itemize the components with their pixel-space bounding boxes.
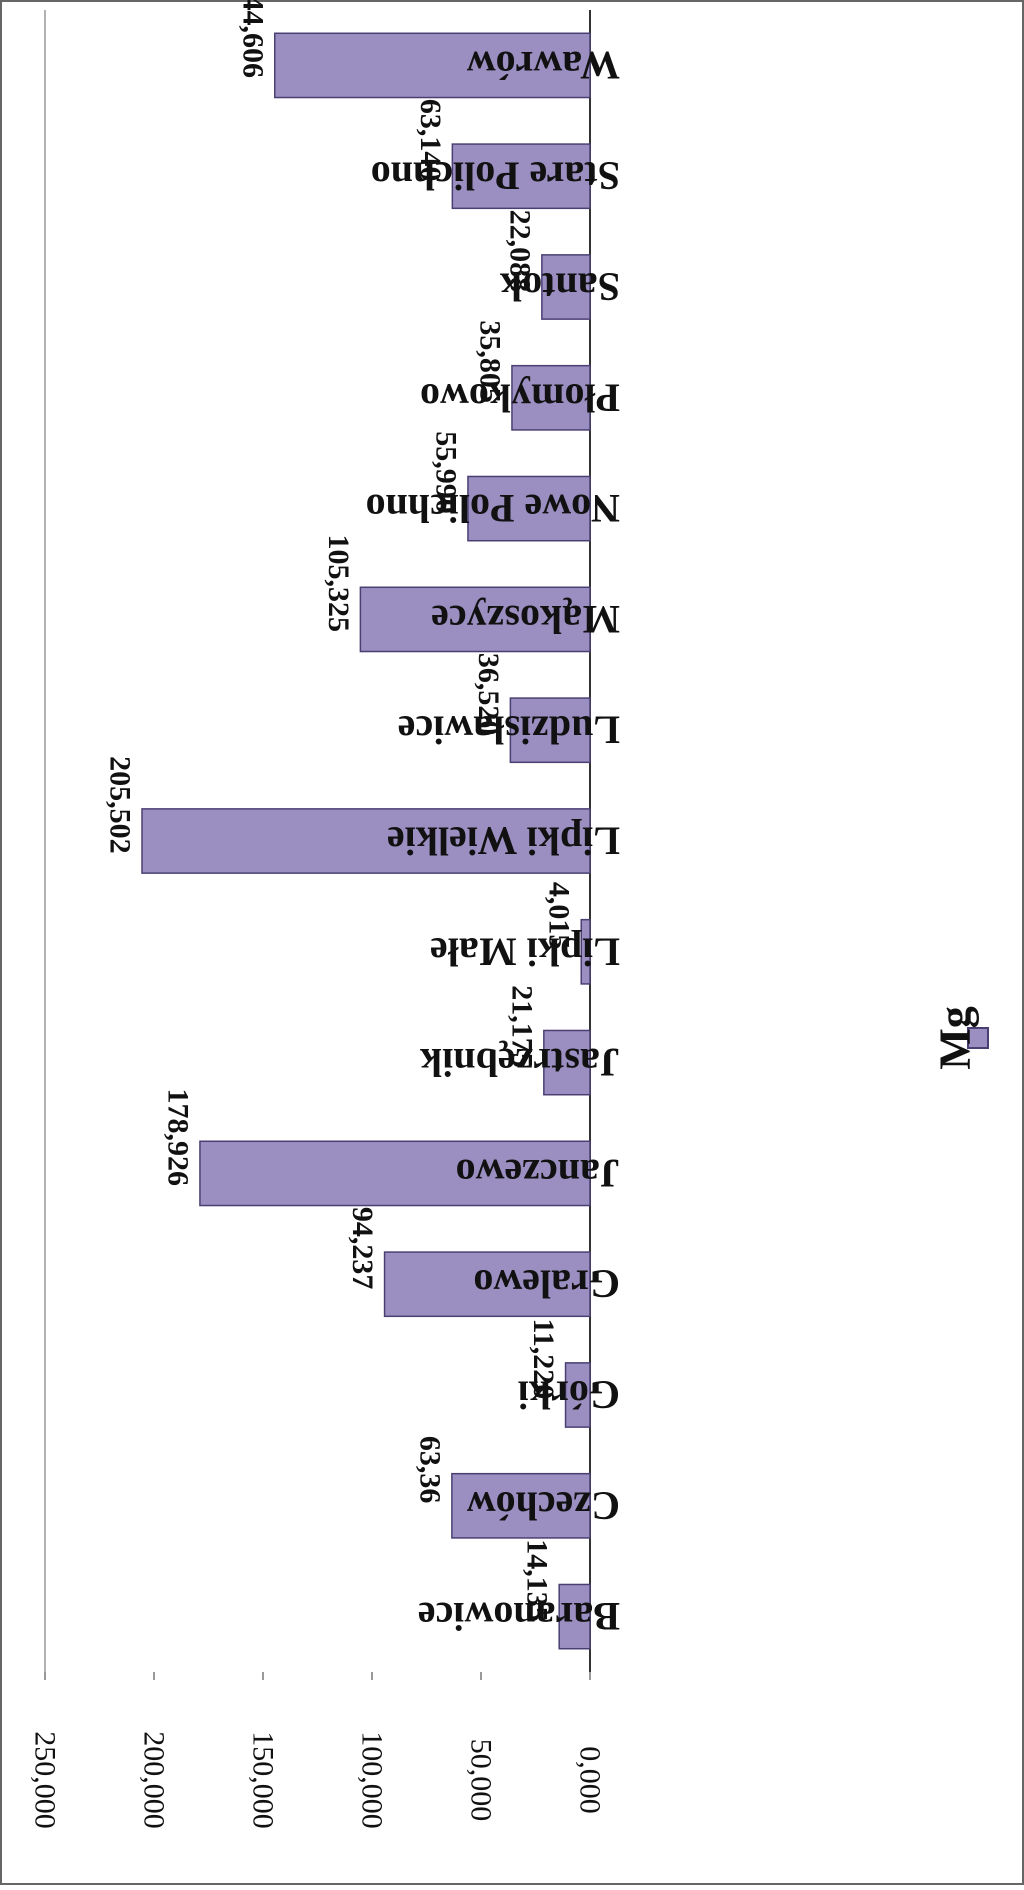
y-tick-label: 0,000 — [574, 1746, 607, 1814]
y-tick-label: 100,000 — [356, 1731, 389, 1829]
value-label: 21,175 — [505, 985, 538, 1068]
bar — [467, 475, 591, 542]
bar — [451, 1472, 591, 1539]
category-label: Wawrów — [467, 43, 620, 88]
value-label: 178,926 — [161, 1089, 194, 1187]
bar — [274, 32, 591, 99]
value-label: 55,990 — [429, 431, 462, 514]
bar — [580, 918, 591, 985]
bar — [558, 1583, 591, 1650]
bar — [564, 1362, 591, 1428]
bar — [141, 808, 591, 874]
bar — [383, 1251, 591, 1318]
value-label: 4,015 — [543, 882, 576, 950]
category-label: Stare Polichno — [371, 154, 620, 199]
value-label: 144,606 — [236, 0, 269, 78]
category-label: Płomykowo — [420, 375, 620, 420]
value-label: 11,220 — [527, 1318, 560, 1399]
category-label: Gralewo — [473, 1262, 620, 1307]
category-label: Nowe Polichno — [366, 486, 620, 531]
y-tick-label: 50,000 — [465, 1739, 498, 1822]
y-tick-label: 150,000 — [247, 1731, 280, 1829]
plot-area: 0,000 50,000 100,000 150,000 200,000 250,000 1… — [29, 0, 621, 1829]
category-label: Ludzisławice — [398, 708, 620, 753]
category-label: Czechów — [467, 1483, 620, 1528]
value-label: 94,237 — [346, 1207, 379, 1290]
legend: Mg — [931, 1006, 989, 1070]
bar — [511, 364, 591, 431]
bar — [359, 586, 591, 653]
value-label: 22,088 — [503, 210, 536, 292]
value-label: 36,520 — [472, 653, 505, 736]
legend-label: Mg — [931, 1006, 980, 1070]
value-label: 105,325 — [322, 535, 355, 633]
category-label: Mąkoszyce — [431, 597, 620, 642]
bar — [541, 254, 591, 320]
value-label: 205,502 — [104, 756, 137, 854]
category-label: Santok — [499, 265, 620, 310]
y-tick-label: 200,000 — [138, 1731, 171, 1829]
category-label: Lipki Wielkie — [387, 819, 620, 864]
category-label: Górki — [518, 1373, 620, 1418]
value-label: 63,36 — [413, 1436, 446, 1504]
category-label: Janczewo — [456, 1151, 620, 1196]
bar — [543, 1029, 591, 1096]
y-tick-label: 250,000 — [29, 1731, 62, 1829]
bar — [199, 1140, 591, 1207]
category-label: Baranowice — [418, 1594, 620, 1639]
legend-swatch — [967, 1027, 989, 1049]
bar — [451, 143, 591, 210]
value-label: 63,140 — [414, 99, 447, 182]
bar — [509, 697, 591, 764]
value-label: 14,135 — [521, 1539, 554, 1622]
category-label: Jastrzębnik — [419, 1040, 620, 1085]
category-label: Lipki Małe — [430, 929, 620, 974]
value-label: 35,805 — [473, 320, 506, 403]
